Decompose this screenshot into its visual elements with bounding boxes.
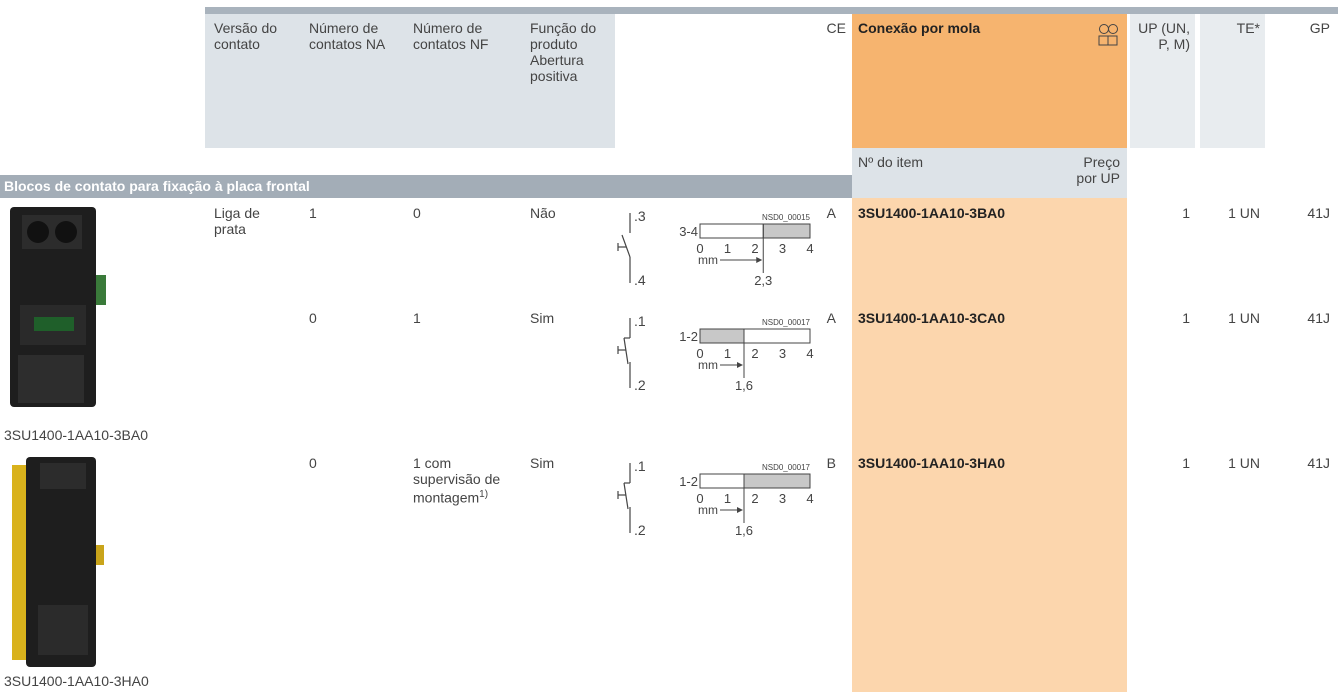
scale-label: 2: [751, 491, 758, 506]
unit-label: mm: [698, 253, 718, 267]
top-bar: [205, 7, 1338, 14]
marker-label: 1,6: [735, 378, 753, 393]
contact-version: Liga de prata: [214, 205, 260, 237]
function: Não: [530, 205, 556, 221]
ce: A: [826, 205, 836, 221]
diagram-code: NSD0_00015: [762, 213, 811, 222]
scale-label: 3: [779, 346, 786, 361]
scale-label: 0: [696, 491, 703, 506]
diagram-code: NSD0_00017: [762, 463, 811, 472]
scale-label: 1: [724, 491, 731, 506]
header-bg: [205, 14, 615, 148]
shaded-travel: [762, 223, 811, 239]
nf-count: 1 com supervisão de montagem1): [413, 455, 501, 506]
marker-label: 2,3: [754, 273, 772, 288]
terminal-label: .3: [634, 208, 646, 224]
col-header: CE: [826, 20, 846, 36]
scale-label: 4: [806, 241, 813, 256]
scale-label: 3: [779, 241, 786, 256]
sub-header: Preço por UP: [1076, 154, 1120, 186]
scale-label: 0: [696, 346, 703, 361]
function: Sim: [530, 310, 555, 326]
gp: 41J: [1307, 310, 1330, 326]
te: 1 UN: [1228, 205, 1260, 221]
sub-header: Nº do item: [858, 154, 924, 170]
subheader-bg: [852, 148, 1127, 198]
symbol-line: [621, 234, 631, 258]
header-orange: [852, 14, 1127, 148]
col-header: Versão do contato: [214, 20, 278, 52]
symbol-line: [623, 482, 629, 510]
ce: A: [826, 310, 836, 326]
item-number: 3SU1400-1AA10-3BA0: [858, 205, 1006, 221]
function: Sim: [530, 455, 555, 471]
product-image: [12, 457, 104, 667]
shaded-travel: [743, 473, 811, 489]
switch-diagram: .1 .2 NSD0_00017 1-2 0 1 2 3 4 mm 1,6: [617, 313, 814, 393]
scale-label: 2: [751, 241, 758, 256]
symbol-line: [623, 337, 629, 365]
contact-label: 3-4: [679, 224, 698, 239]
col-header: TE*: [1236, 20, 1260, 36]
diagram-code: NSD0_00017: [762, 318, 811, 327]
te: 1 UN: [1228, 455, 1260, 471]
item-number: 3SU1400-1AA10-3CA0: [858, 310, 1006, 326]
col-header: Conexão por mola: [858, 20, 981, 36]
arrow-head: [737, 362, 743, 368]
na-count: 0: [309, 310, 317, 326]
switch-diagram: .3 .4 NSD0_00015 3-4 0 1 2 3 4 mm 2,3: [617, 208, 814, 288]
switch-diagram: .1 .2 NSD0_00017 1-2 0 1 2 3 4 mm 1,6: [617, 458, 814, 538]
arrow-head: [737, 507, 743, 513]
nf-count: 0: [413, 205, 421, 221]
up: 1: [1182, 310, 1190, 326]
arrow-head: [756, 257, 763, 263]
item-number: 3SU1400-1AA10-3HA0: [858, 455, 1006, 471]
col-header: Número de contatos NA: [309, 20, 386, 52]
shaded-travel: [699, 328, 745, 344]
scale-label: 4: [806, 491, 813, 506]
unit-label: mm: [698, 358, 718, 372]
header-bg: [1130, 14, 1195, 148]
col-header: UP (UN, P, M): [1138, 20, 1190, 52]
na-count: 1: [309, 205, 317, 221]
section-bar: [0, 175, 852, 198]
scale-label: 1: [724, 241, 731, 256]
contact-label: 1-2: [679, 474, 698, 489]
scale-label: 1: [724, 346, 731, 361]
header-bg: [1200, 14, 1265, 148]
terminal-label: .2: [634, 377, 646, 393]
gp: 41J: [1307, 205, 1330, 221]
scale-label: 4: [806, 346, 813, 361]
terminal-label: .1: [634, 458, 646, 474]
scale-label: 3: [779, 491, 786, 506]
image-caption: 3SU1400-1AA10-3HA0: [4, 673, 149, 689]
col-header: Número de contatos NF: [413, 20, 489, 52]
te: 1 UN: [1228, 310, 1260, 326]
up: 1: [1182, 205, 1190, 221]
orange-column: [852, 198, 1127, 692]
up: 1: [1182, 455, 1190, 471]
marker-label: 1,6: [735, 523, 753, 538]
col-header: GP: [1309, 20, 1330, 36]
ce: B: [826, 455, 836, 471]
image-caption: 3SU1400-1AA10-3BA0: [4, 427, 148, 443]
scale-label: 0: [696, 241, 703, 256]
unit-label: mm: [698, 503, 718, 517]
contact-label: 1-2: [679, 329, 698, 344]
terminal-label: .4: [634, 272, 646, 288]
footnote: 1): [479, 489, 489, 500]
gp: 41J: [1307, 455, 1330, 471]
nf-count: 1: [413, 310, 421, 326]
col-header: Função do produto Abertura positiva: [530, 20, 597, 84]
section-title: Blocos de contato para fixação à placa f…: [4, 178, 310, 194]
terminal-label: .1: [634, 313, 646, 329]
product-image: [10, 207, 106, 407]
spring-icon: [1098, 24, 1118, 46]
scale-label: 2: [751, 346, 758, 361]
terminal-label: .2: [634, 522, 646, 538]
na-count: 0: [309, 455, 317, 471]
